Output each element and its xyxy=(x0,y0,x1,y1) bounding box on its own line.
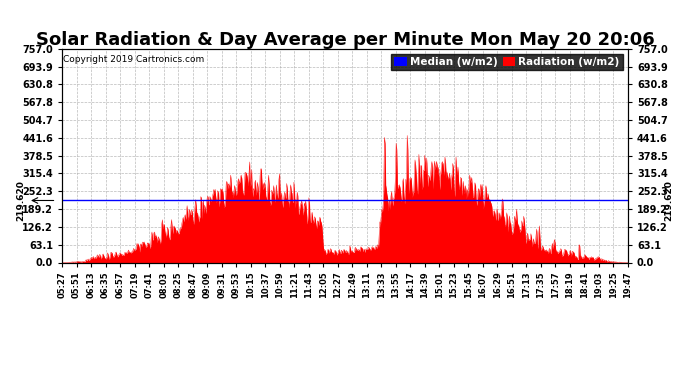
Title: Solar Radiation & Day Average per Minute Mon May 20 20:06: Solar Radiation & Day Average per Minute… xyxy=(36,31,654,49)
Legend: Median (w/m2), Radiation (w/m2): Median (w/m2), Radiation (w/m2) xyxy=(391,54,622,70)
Text: 219.620: 219.620 xyxy=(17,180,26,221)
Text: Copyright 2019 Cartronics.com: Copyright 2019 Cartronics.com xyxy=(63,55,204,64)
Text: 219.620: 219.620 xyxy=(664,180,673,221)
